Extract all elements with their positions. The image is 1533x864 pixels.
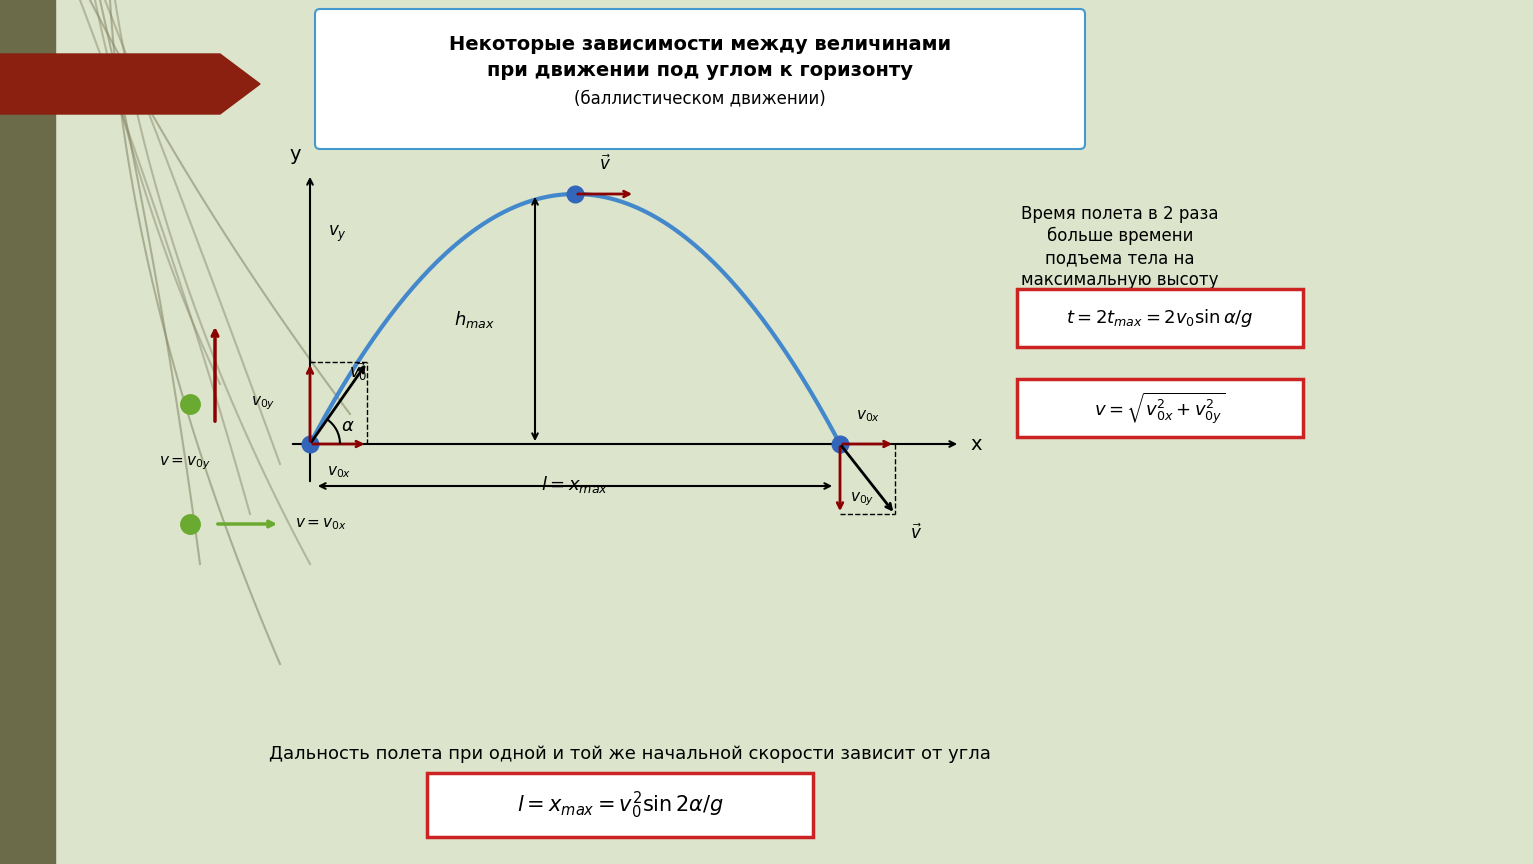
Text: $v=v_{0x}$: $v=v_{0x}$ xyxy=(294,516,346,532)
Text: y: y xyxy=(290,145,300,164)
Bar xyxy=(0,0,55,864)
Text: $t= 2t_{max} = 2v_0\sin\alpha/g$: $t= 2t_{max} = 2v_0\sin\alpha/g$ xyxy=(1065,307,1254,329)
FancyBboxPatch shape xyxy=(314,9,1085,149)
FancyBboxPatch shape xyxy=(428,773,812,837)
FancyBboxPatch shape xyxy=(1016,379,1303,437)
Text: $v_{0y}$: $v_{0y}$ xyxy=(849,490,874,508)
Text: $\alpha$: $\alpha$ xyxy=(342,417,354,435)
Text: $h_{max}$: $h_{max}$ xyxy=(454,308,495,329)
Text: $v=v_{0y}$: $v=v_{0y}$ xyxy=(159,454,212,472)
Text: $\vec{v}$: $\vec{v}$ xyxy=(599,155,612,174)
Text: $\vec{v_0}$: $\vec{v_0}$ xyxy=(348,360,366,383)
Text: $v_{0x}$: $v_{0x}$ xyxy=(327,464,351,480)
Text: максимальную высоту: максимальную высоту xyxy=(1021,271,1219,289)
Text: (баллистическом движении): (баллистическом движении) xyxy=(575,89,826,107)
Text: $v =\sqrt{v_{0x}^{2}+ v_{0y}^{2}}$: $v =\sqrt{v_{0x}^{2}+ v_{0y}^{2}}$ xyxy=(1095,391,1225,426)
Text: $v_y$: $v_y$ xyxy=(328,224,346,245)
Text: Время полета в 2 раза: Время полета в 2 раза xyxy=(1021,205,1219,223)
Text: x: x xyxy=(970,435,981,454)
Text: больше времени: больше времени xyxy=(1047,227,1193,245)
Text: $v_{0x}$: $v_{0x}$ xyxy=(855,409,880,424)
Text: $l = x_{max}$: $l = x_{max}$ xyxy=(541,474,609,495)
Text: подъема тела на: подъема тела на xyxy=(1046,249,1194,267)
Text: Дальность полета при одной и той же начальной скорости зависит от угла: Дальность полета при одной и той же нача… xyxy=(270,745,990,763)
Text: $\vec{v}$: $\vec{v}$ xyxy=(911,524,921,543)
Text: Некоторые зависимости между величинами: Некоторые зависимости между величинами xyxy=(449,35,950,54)
Text: $v_{0y}$: $v_{0y}$ xyxy=(251,394,274,412)
Text: $l = x_{max}= v_0^{2}\sin2\alpha /g$: $l = x_{max}= v_0^{2}\sin2\alpha /g$ xyxy=(517,790,724,821)
Text: при движении под углом к горизонту: при движении под углом к горизонту xyxy=(487,61,914,80)
FancyBboxPatch shape xyxy=(1016,289,1303,347)
Polygon shape xyxy=(0,54,261,114)
